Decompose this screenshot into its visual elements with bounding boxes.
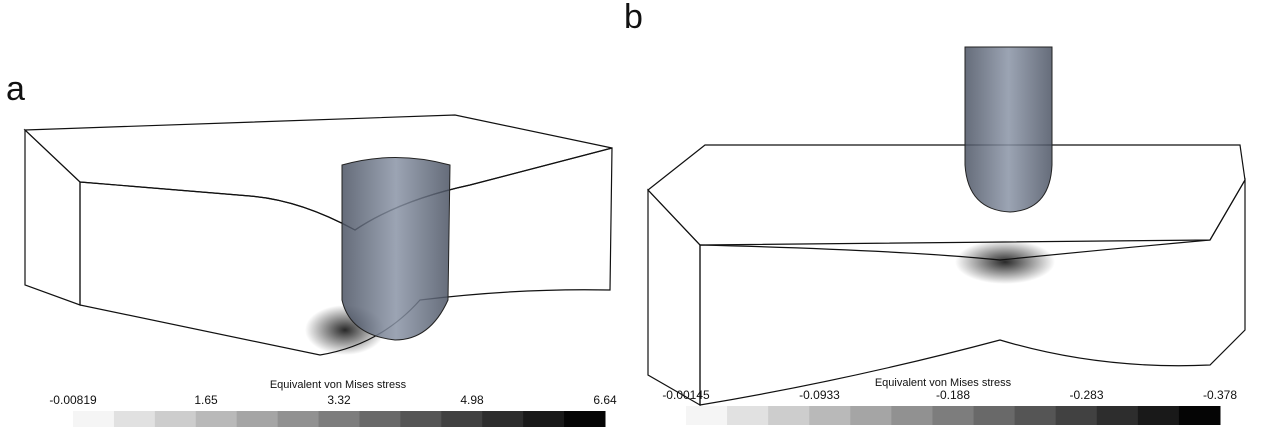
panel-label: a <box>6 70 25 108</box>
colorbar-tick-label: 3.32 <box>327 393 351 407</box>
colorbar-swatch <box>1137 406 1180 425</box>
stress-hotspot <box>955 240 1055 284</box>
colorbar-swatch <box>973 406 1016 425</box>
colorbar-title: Equivalent von Mises stress <box>875 377 1012 389</box>
mesh-a <box>23 114 613 356</box>
colorbar-swatch <box>1096 406 1139 425</box>
colorbar-swatch <box>850 406 892 425</box>
colorbar-swatch <box>73 411 115 427</box>
colorbar-swatch <box>1178 406 1221 425</box>
panel-label: b <box>624 0 643 36</box>
colorbar-swatch <box>523 411 565 427</box>
colorbar: -0.00819 1.65 3.32 4.98 6.64 <box>49 393 617 427</box>
colorbar-swatch <box>564 411 606 427</box>
colorbar: -0.00145 -0.0933 -0.188 -0.283 -0.378 <box>662 388 1237 425</box>
colorbar-swatch <box>113 411 156 427</box>
colorbar-swatch <box>154 411 197 427</box>
colorbar-title: Equivalent von Mises stress <box>270 379 407 391</box>
colorbar-swatch <box>686 406 728 425</box>
colorbar-tick-label: 4.98 <box>460 393 484 407</box>
colorbar-swatch <box>727 406 769 425</box>
mesh-side <box>647 188 701 407</box>
colorbar-tick-label: 6.64 <box>593 393 617 407</box>
colorbar-swatch <box>1014 406 1057 425</box>
colorbar-swatch <box>400 411 442 427</box>
colorbar-swatch <box>441 411 483 427</box>
colorbar-swatch <box>318 411 360 427</box>
colorbar-swatch <box>809 406 851 425</box>
mesh-front <box>699 177 1246 406</box>
colorbar-swatch <box>1055 406 1098 425</box>
mesh-b <box>647 46 1246 407</box>
mesh-side <box>24 128 81 306</box>
colorbar-swatch <box>932 406 975 425</box>
colorbar-tick-label: -0.188 <box>936 388 970 402</box>
colorbar-swatch <box>891 406 933 425</box>
colorbar-tick-label: -0.283 <box>1069 388 1103 402</box>
colorbar-tick-label: 1.65 <box>194 393 218 407</box>
colorbar-tick-label: -0.0933 <box>799 388 840 402</box>
colorbar-swatch <box>277 411 320 427</box>
mesh-top <box>647 144 1246 246</box>
indenter <box>964 46 1053 213</box>
colorbar-swatch <box>236 411 279 427</box>
colorbar-tick-label: -0.00819 <box>49 393 97 407</box>
colorbar-tick-label: -0.00145 <box>662 388 710 402</box>
colorbar-swatch <box>359 411 401 427</box>
colorbar-swatch <box>195 411 238 427</box>
indenter <box>341 157 451 341</box>
colorbar-tick-label: -0.378 <box>1203 388 1237 402</box>
colorbar-swatch <box>482 411 524 427</box>
colorbar-swatch <box>768 406 810 425</box>
